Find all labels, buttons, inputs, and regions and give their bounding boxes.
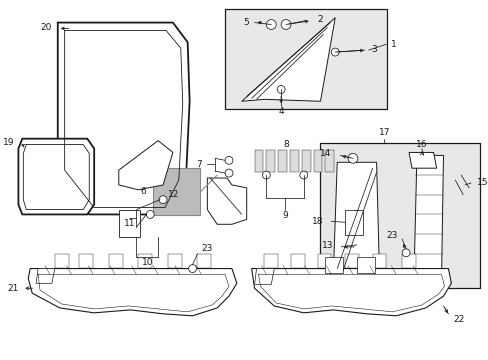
Polygon shape [356,257,374,274]
Text: 5: 5 [243,18,248,27]
Text: 14: 14 [319,149,331,158]
Text: 9: 9 [282,211,287,220]
Bar [401,254,415,267]
Bar [278,150,286,172]
Text: 21: 21 [7,284,19,293]
Bar [325,150,334,172]
Polygon shape [119,141,173,190]
Bar [109,254,122,267]
Polygon shape [36,269,55,283]
Text: 18: 18 [311,217,323,226]
Circle shape [266,19,276,30]
Text: 11: 11 [123,219,135,228]
Bar [153,168,200,215]
Text: 12: 12 [168,190,179,199]
Text: 3: 3 [371,45,377,54]
Text: 1: 1 [390,40,396,49]
Bar [266,150,275,172]
Polygon shape [251,269,450,316]
Circle shape [331,48,339,56]
Polygon shape [413,156,443,278]
Bar [168,254,182,267]
Circle shape [347,153,357,163]
Text: 6: 6 [140,187,146,196]
Text: 4: 4 [278,107,284,116]
Circle shape [146,211,154,219]
Bar [289,150,298,172]
Polygon shape [325,257,343,274]
Bar [254,150,263,172]
Polygon shape [207,178,246,224]
Bar [313,150,322,172]
Bar [301,150,310,172]
Circle shape [159,196,166,204]
Polygon shape [19,139,94,215]
Text: 17: 17 [378,128,389,137]
Polygon shape [241,18,335,101]
Bar [79,254,93,267]
Text: 2: 2 [317,15,323,24]
Circle shape [277,86,285,93]
Circle shape [262,171,270,179]
Bar [290,254,304,267]
Text: 19: 19 [3,138,15,147]
Circle shape [352,225,360,233]
Polygon shape [408,152,436,168]
Text: 13: 13 [321,242,333,251]
Bar [372,254,386,267]
Polygon shape [28,269,236,316]
Bar [345,254,358,267]
Circle shape [401,249,409,257]
Text: 15: 15 [476,179,488,188]
Text: 7: 7 [196,160,202,169]
Bar [138,254,152,267]
Bar [264,254,278,267]
Bar [317,254,331,267]
Circle shape [281,19,290,30]
FancyBboxPatch shape [345,210,362,235]
Circle shape [224,169,232,177]
Bar [320,143,479,288]
Circle shape [352,211,360,219]
Text: 22: 22 [452,315,464,324]
Text: 20: 20 [41,23,52,32]
Circle shape [224,156,232,164]
Bar [224,9,386,109]
Circle shape [188,265,196,273]
Text: 10: 10 [141,258,153,267]
Text: 16: 16 [415,140,427,149]
Polygon shape [333,162,379,276]
Text: 23: 23 [201,244,212,253]
Text: 23: 23 [385,231,396,240]
Circle shape [299,171,307,179]
Bar [55,254,68,267]
Polygon shape [58,23,189,215]
Bar [197,254,211,267]
Text: 8: 8 [283,140,288,149]
Polygon shape [254,269,274,284]
Bar [119,210,140,237]
